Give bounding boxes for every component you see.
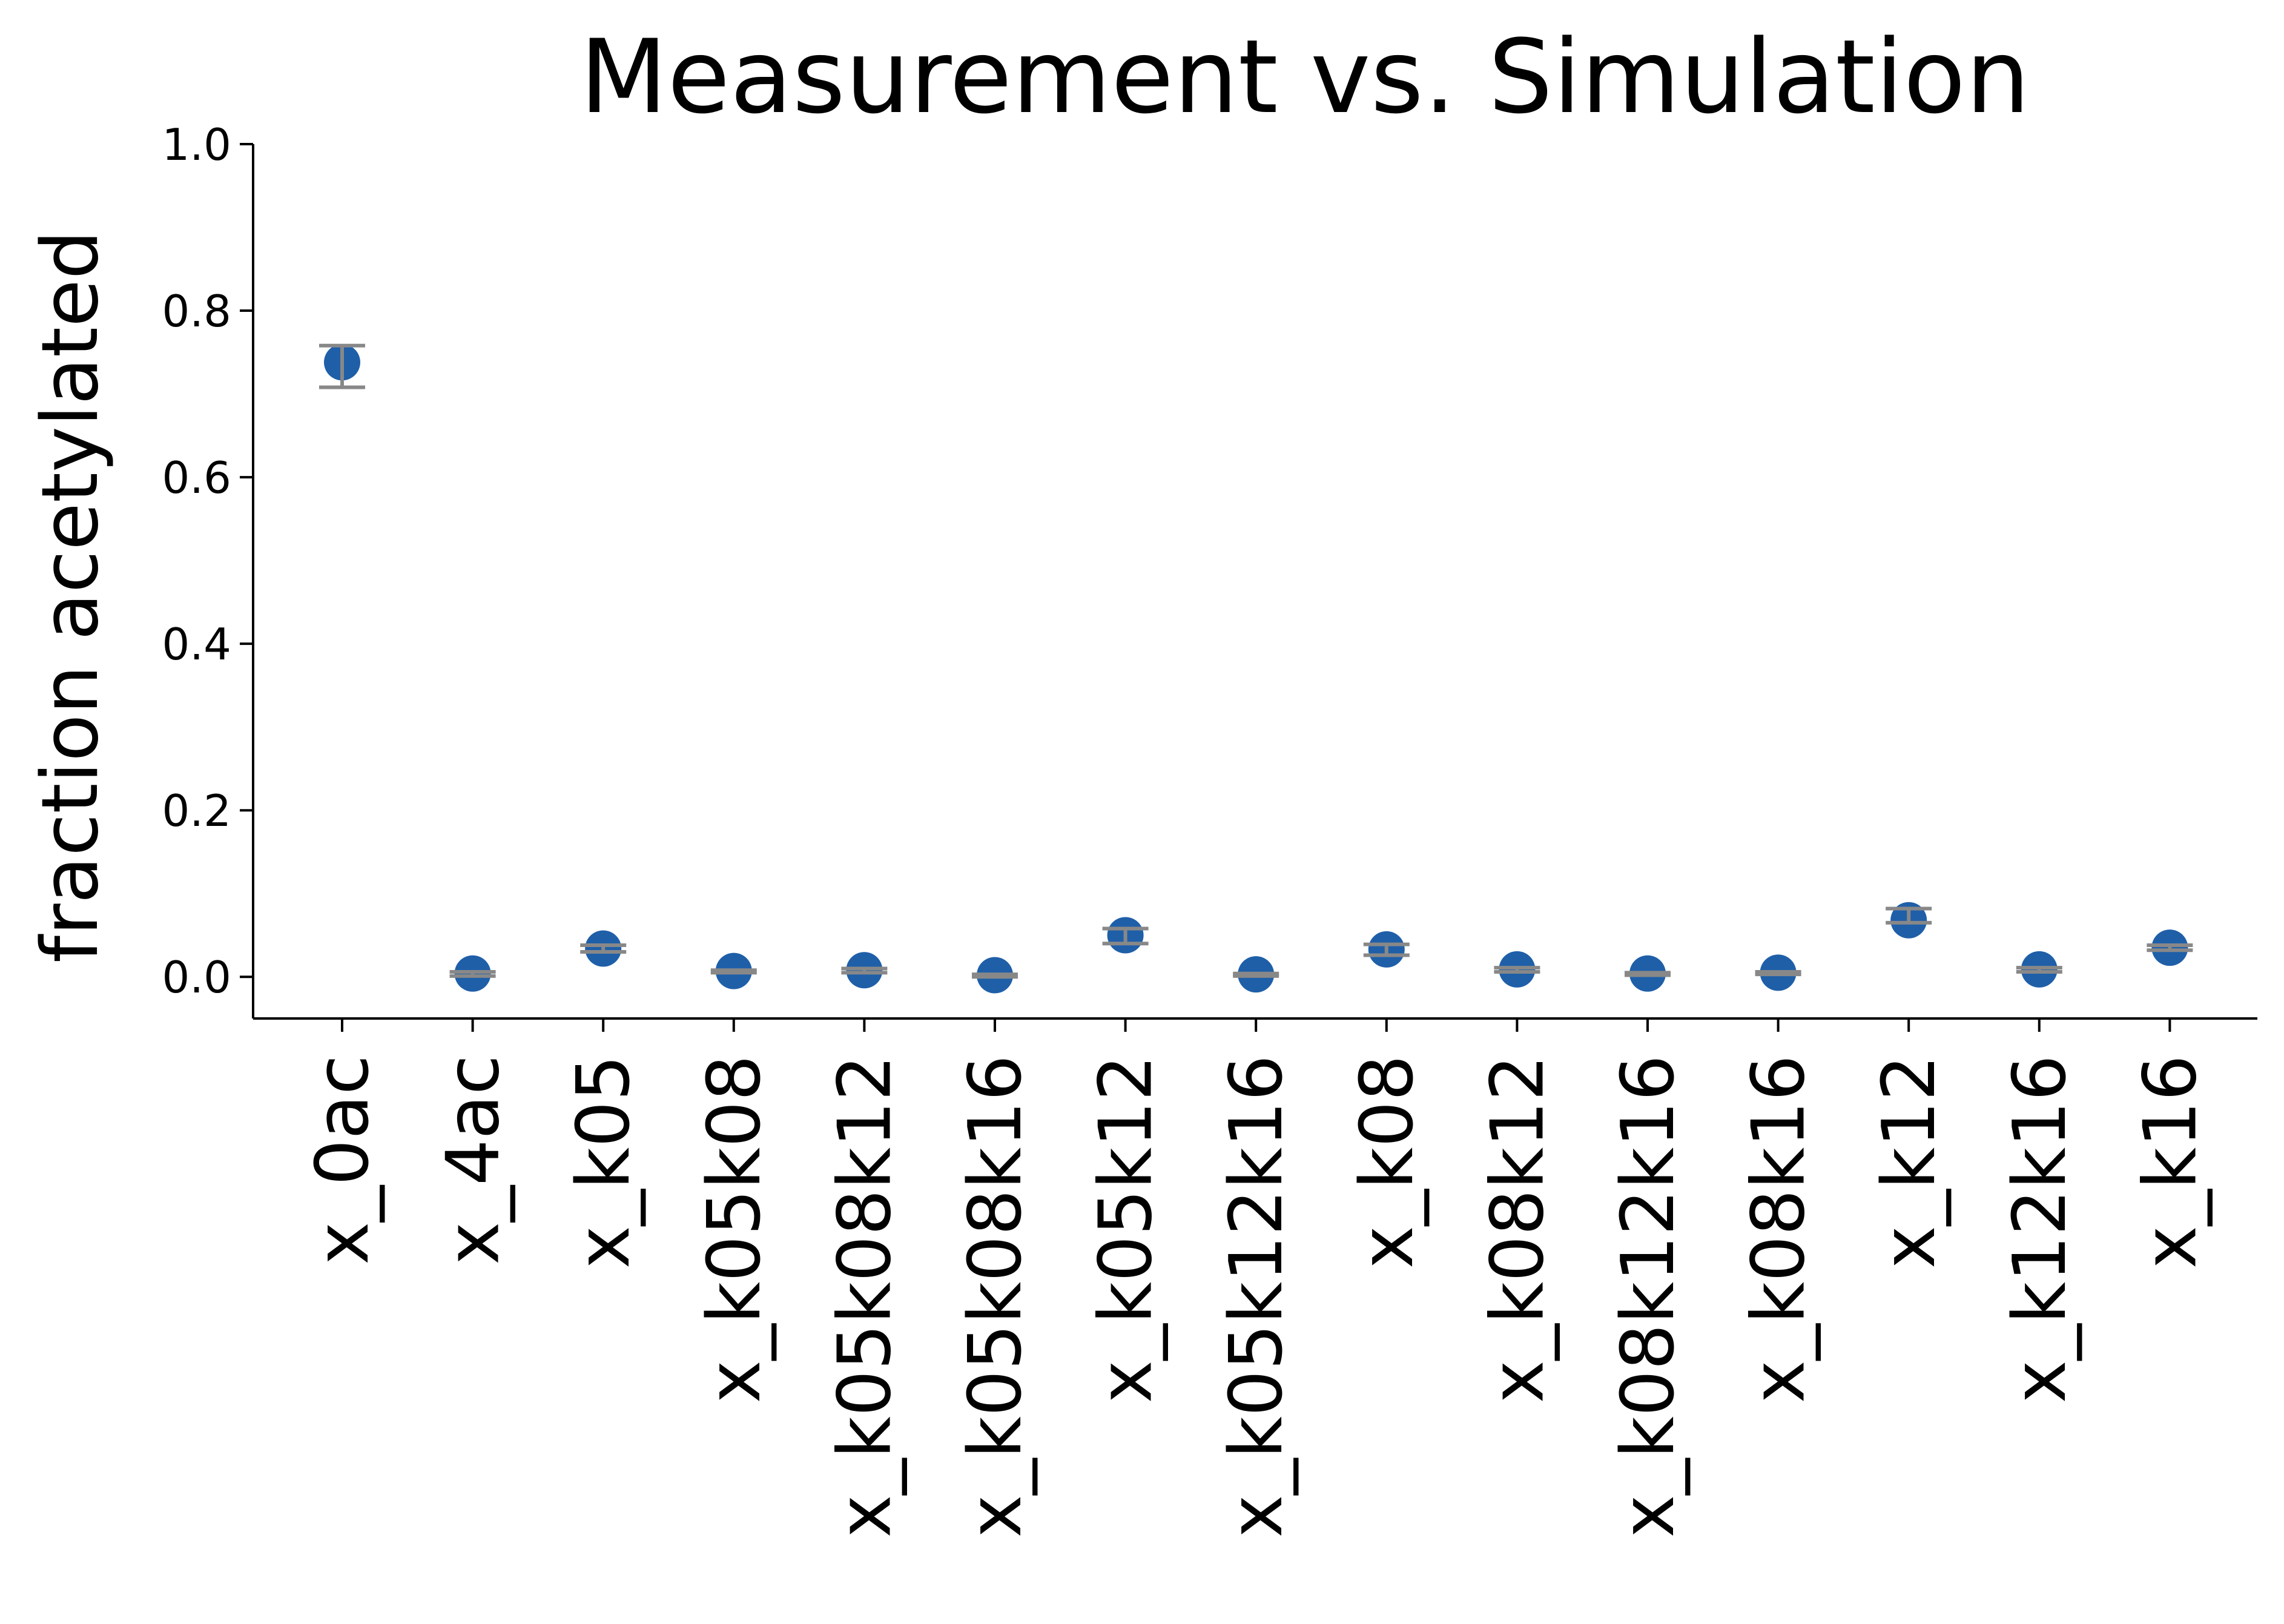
y-tick-label: 0.4: [162, 619, 231, 670]
axes: [252, 144, 2257, 1020]
data-points: [319, 343, 2193, 994]
y-tick-label: 0.8: [162, 286, 231, 337]
data-point-group: [1886, 902, 1932, 939]
data-point-group: [1494, 951, 1540, 988]
data-point-group: [449, 955, 496, 992]
data-point-group: [1755, 954, 1801, 991]
x-tick-label: x_k05: [562, 1055, 646, 1269]
x-tick-label: x_0ac: [301, 1055, 385, 1265]
x-tick-label: x_k05k08: [693, 1055, 777, 1403]
x-ticks: x_0ac x_4ac x_k05 x_k05k08 x_k05k08k12 x_k05k…: [301, 1018, 2213, 1538]
data-point-group: [580, 930, 627, 967]
x-tick-label: x_4ac: [432, 1055, 516, 1265]
x-tick-label: x_k08k16: [1737, 1055, 1821, 1403]
data-point-group: [2147, 929, 2193, 966]
data-point-group: [710, 952, 757, 989]
data-point-group: [1233, 956, 1279, 993]
x-tick-label: x_k08: [1345, 1055, 1430, 1269]
x-tick-label: x_k12: [1867, 1055, 1952, 1269]
x-tick-label: x_k08k12k16: [1606, 1055, 1691, 1538]
data-point-group: [1102, 917, 1149, 954]
y-tick-label: 1.0: [162, 119, 231, 170]
x-tick-label: x_k16: [2128, 1055, 2213, 1269]
y-tick-label: 0.6: [162, 452, 231, 503]
data-point-group: [1625, 955, 1671, 992]
y-ticks: 0.0 0.2 0.4 0.6 0.8 1.0: [162, 119, 253, 1003]
chart-title: Measurement vs. Simulation: [579, 18, 2030, 136]
data-point-group: [2016, 951, 2062, 988]
x-tick-label: x_k12k16: [1998, 1055, 2082, 1403]
data-point-group: [841, 952, 888, 989]
y-tick-label: 0.0: [162, 952, 231, 1003]
y-axis-label: fraction acetylated: [25, 230, 116, 963]
x-tick-label: x_k08k12: [1476, 1055, 1560, 1403]
x-tick-label: x_k05k08k16: [954, 1055, 1038, 1538]
data-point-group: [972, 957, 1018, 994]
x-tick-label: x_k05k08k12: [823, 1055, 907, 1538]
data-point-group: [1363, 931, 1410, 968]
y-tick-label: 0.2: [162, 785, 231, 836]
x-tick-label: x_k05k12k16: [1215, 1055, 1299, 1538]
x-tick-label: x_k05k12: [1084, 1055, 1169, 1403]
data-point-group: [319, 343, 365, 389]
